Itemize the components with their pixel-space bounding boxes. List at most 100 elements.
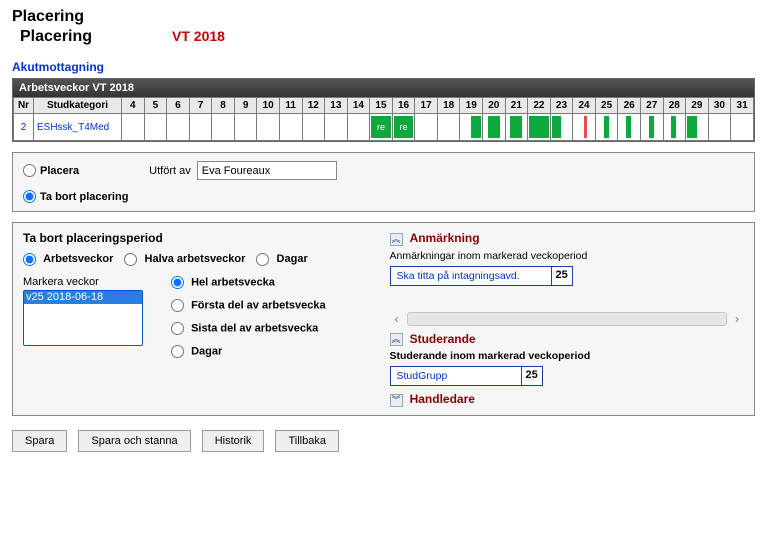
cell-week-19[interactable] — [460, 114, 483, 141]
cell-week-30[interactable] — [708, 114, 731, 141]
anmarkning-subtext: Anmärkningar inom markerad veckoperiod — [390, 250, 745, 262]
week-list-option[interactable]: v25 2018-06-18 — [24, 291, 142, 304]
cell-week-17[interactable] — [415, 114, 438, 141]
cell-week-15[interactable]: re — [370, 114, 393, 141]
studerande-box[interactable]: StudGrupp 25 — [390, 366, 543, 386]
sub-dagar-radio[interactable] — [171, 345, 184, 358]
studerande-text: StudGrupp — [391, 367, 521, 385]
cell-week-5[interactable] — [144, 114, 167, 141]
col-week-23: 23 — [550, 98, 573, 114]
col-week-27: 27 — [640, 98, 663, 114]
scroll-left-icon[interactable]: ‹ — [390, 312, 404, 326]
save-stay-button[interactable]: Spara och stanna — [78, 430, 190, 452]
utfort-av-input[interactable] — [197, 161, 337, 180]
scroll-track[interactable] — [407, 312, 728, 326]
col-week-16: 16 — [392, 98, 415, 114]
cell-week-31[interactable] — [731, 114, 754, 141]
cell-week-7[interactable] — [189, 114, 212, 141]
anmarkning-text: Ska titta på intagningsavd. — [391, 267, 551, 285]
week-list[interactable]: v25 2018-06-18 — [23, 290, 143, 346]
remove-label[interactable]: Ta bort placering — [40, 191, 128, 203]
cell-week-28[interactable] — [663, 114, 686, 141]
cell-week-16[interactable]: re — [392, 114, 415, 141]
col-week-6: 6 — [167, 98, 190, 114]
cell-week-8[interactable] — [212, 114, 235, 141]
col-week-24: 24 — [573, 98, 596, 114]
unit-arbetsveckor-radio[interactable] — [23, 253, 36, 266]
cell-week-13[interactable] — [325, 114, 348, 141]
col-category: Studkategori — [34, 98, 122, 114]
anmarkning-box[interactable]: Ska titta på intagningsavd. 25 — [390, 266, 573, 286]
cell-week-29[interactable] — [686, 114, 709, 141]
utfort-av-label: Utfört av — [149, 165, 191, 177]
unit-dagar-radio[interactable] — [256, 253, 269, 266]
collapse-anmarkning-icon[interactable]: ︽ — [390, 233, 403, 246]
workweeks-panel: Arbetsveckor VT 2018 NrStudkategori45678… — [12, 78, 755, 142]
mark-weeks-label: Markera veckor — [23, 276, 143, 288]
history-button[interactable]: Historik — [202, 430, 265, 452]
col-week-9: 9 — [234, 98, 257, 114]
remove-period-panel: Ta bort placeringsperiod Arbetsveckor Ha… — [12, 222, 755, 416]
cell-week-27[interactable] — [640, 114, 663, 141]
anmarkning-heading: Anmärkning — [410, 231, 480, 245]
col-week-18: 18 — [437, 98, 460, 114]
unit-halva-label[interactable]: Halva arbetsveckor — [145, 253, 246, 265]
sub-hel-label[interactable]: Hel arbetsvecka — [191, 276, 275, 288]
col-week-17: 17 — [415, 98, 438, 114]
studerande-heading: Studerande — [410, 332, 476, 346]
sub-sista-radio[interactable] — [171, 322, 184, 335]
cell-week-14[interactable] — [347, 114, 370, 141]
sub-forsta-label[interactable]: Första del av arbetsvecka — [191, 299, 326, 311]
col-week-26: 26 — [618, 98, 641, 114]
remove-radio[interactable] — [23, 190, 36, 203]
category-link[interactable]: ESHssk_T4Med — [37, 122, 109, 133]
cell-week-22[interactable] — [528, 114, 551, 141]
sub-hel-radio[interactable] — [171, 276, 184, 289]
cell-week-9[interactable] — [234, 114, 257, 141]
cell-week-21[interactable] — [505, 114, 528, 141]
col-week-25: 25 — [595, 98, 618, 114]
collapse-studerande-icon[interactable]: ︽ — [390, 333, 403, 346]
cell-week-26[interactable] — [618, 114, 641, 141]
cell-week-10[interactable] — [257, 114, 280, 141]
col-week-19: 19 — [460, 98, 483, 114]
page-title-1: Placering — [12, 8, 755, 26]
cell-week-12[interactable] — [302, 114, 325, 141]
save-button[interactable]: Spara — [12, 430, 67, 452]
action-panel: Placera Utfört av Ta bort placering — [12, 152, 755, 212]
unit-halva-radio[interactable] — [124, 253, 137, 266]
col-week-20: 20 — [483, 98, 506, 114]
term-label: VT 2018 — [172, 28, 225, 44]
horizontal-scrollbar[interactable]: ‹ › — [390, 312, 745, 326]
expand-handledare-icon[interactable]: ︾ — [390, 394, 403, 407]
unit-dagar-label[interactable]: Dagar — [277, 253, 308, 265]
cell-week-24[interactable] — [573, 114, 596, 141]
cell-week-11[interactable] — [279, 114, 302, 141]
back-button[interactable]: Tillbaka — [275, 430, 339, 452]
cell-week-23[interactable] — [550, 114, 573, 141]
col-week-10: 10 — [257, 98, 280, 114]
cell-week-4[interactable] — [122, 114, 145, 141]
sub-forsta-radio[interactable] — [171, 299, 184, 312]
row-category: ESHssk_T4Med — [34, 114, 122, 141]
col-nr: Nr — [14, 98, 34, 114]
col-week-22: 22 — [528, 98, 551, 114]
scroll-right-icon[interactable]: › — [730, 312, 744, 326]
unit-arbetsveckor-label[interactable]: Arbetsveckor — [43, 253, 113, 265]
col-week-8: 8 — [212, 98, 235, 114]
sub-dagar-label[interactable]: Dagar — [191, 345, 222, 357]
col-week-15: 15 — [370, 98, 393, 114]
col-week-4: 4 — [122, 98, 145, 114]
col-week-11: 11 — [279, 98, 302, 114]
placera-label[interactable]: Placera — [40, 165, 79, 177]
placera-radio[interactable] — [23, 164, 36, 177]
workweeks-table: NrStudkategori45678910111213141516171819… — [13, 97, 754, 141]
sub-sista-label[interactable]: Sista del av arbetsvecka — [191, 322, 318, 334]
col-week-14: 14 — [347, 98, 370, 114]
cell-week-20[interactable] — [483, 114, 506, 141]
cell-week-18[interactable] — [437, 114, 460, 141]
remove-period-title: Ta bort placeringsperiod — [23, 231, 384, 245]
cell-week-25[interactable] — [595, 114, 618, 141]
col-week-31: 31 — [731, 98, 754, 114]
cell-week-6[interactable] — [167, 114, 190, 141]
